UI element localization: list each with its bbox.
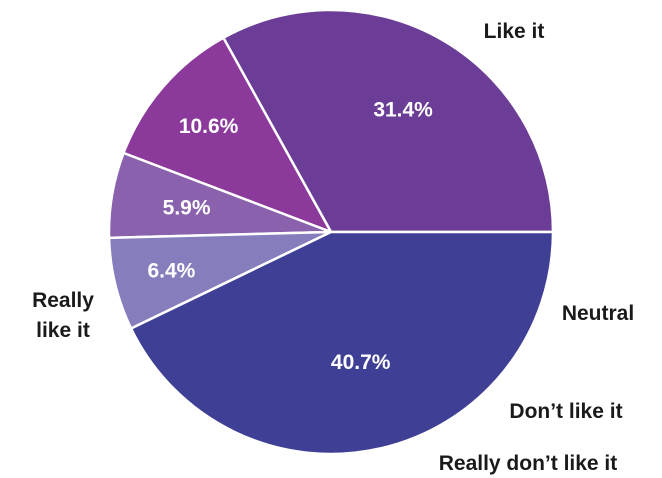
category-label-really-like-it: Really like it [32,289,94,342]
value-label-dont-like-it: 5.9% [163,196,211,219]
category-label-really-dont-like-it: Really don’t like it [439,452,618,475]
value-label-neutral: 10.6% [179,115,239,138]
pie-slice-like-it [222,8,555,234]
category-label-line: like it [36,319,90,342]
category-label-line: Like it [484,20,545,43]
category-label-neutral: Neutral [562,302,634,325]
slice-value-labels: 31.4% 10.6% 5.9% 6.4% 40.7% [147,99,433,374]
value-label-like-it: 31.4% [373,99,433,122]
value-label-really-like-it: 40.7% [331,351,391,374]
category-label-line: Don’t like it [509,400,622,423]
category-label-dont-like-it: Don’t like it [509,400,622,423]
category-label-line: Really don’t like it [439,452,618,475]
slice-category-labels: Like it Neutral Don’t like it Really don’t … [32,20,634,475]
category-label-line: Neutral [562,302,634,325]
pie-slice-neutral [122,36,333,234]
value-label-really-dont-like-it: 6.4% [147,260,195,283]
pie-slices [107,8,555,456]
pie-slice-really-like-it [129,230,555,456]
category-label-like-it: Like it [484,20,545,43]
category-label-line: Really [32,289,94,312]
